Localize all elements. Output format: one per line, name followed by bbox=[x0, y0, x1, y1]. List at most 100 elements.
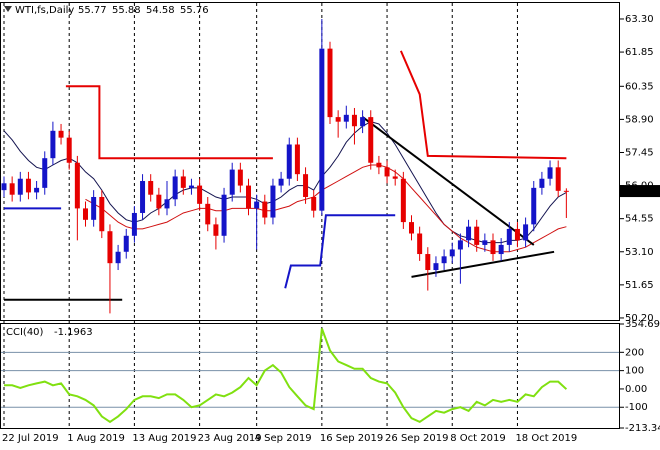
candle-body bbox=[74, 162, 80, 209]
level-line bbox=[284, 214, 396, 289]
candle-body bbox=[107, 231, 113, 264]
candle-body bbox=[433, 263, 439, 271]
ohlc-open: 55.77 bbox=[78, 5, 107, 16]
candle-body bbox=[368, 117, 374, 163]
candle-body bbox=[9, 183, 15, 195]
candle-body bbox=[140, 181, 146, 213]
candle-body bbox=[213, 224, 219, 236]
candle-body bbox=[514, 228, 520, 241]
candle-body bbox=[1, 183, 7, 191]
candle-body bbox=[50, 130, 56, 159]
candle-body bbox=[563, 190, 569, 192]
main-panel-frame bbox=[0, 2, 620, 321]
candle-body bbox=[360, 117, 366, 127]
ohlc-high: 55.88 bbox=[112, 5, 141, 16]
candle-body bbox=[523, 224, 529, 241]
candle-body bbox=[351, 114, 357, 127]
candle-body bbox=[319, 48, 325, 211]
x-tick-label: 13 Aug 2019 bbox=[132, 433, 196, 444]
candle-body bbox=[42, 158, 48, 188]
candle-body bbox=[197, 185, 203, 204]
candle-body bbox=[392, 176, 398, 179]
candle-body bbox=[254, 201, 260, 209]
candle-body bbox=[221, 194, 227, 236]
candle-body bbox=[457, 240, 463, 250]
candle-body bbox=[278, 178, 284, 186]
candle-body bbox=[294, 144, 300, 175]
price-marker bbox=[620, 185, 660, 198]
candle-body bbox=[466, 226, 472, 241]
candle-body bbox=[384, 167, 390, 177]
price-marker-label: 55.76 bbox=[624, 186, 653, 197]
candle-body bbox=[262, 201, 268, 218]
cci-panel-frame bbox=[0, 323, 620, 429]
y-tick-label: 61.85 bbox=[625, 47, 654, 58]
x-tick-label: 8 Oct 2019 bbox=[450, 433, 505, 444]
cci-line bbox=[4, 328, 568, 424]
level-line bbox=[65, 85, 273, 160]
candle-body bbox=[376, 162, 382, 168]
candle-body bbox=[425, 254, 431, 271]
y-tick-label: 354.6973 bbox=[625, 319, 660, 330]
level-line bbox=[411, 250, 555, 278]
candle-body bbox=[311, 196, 317, 211]
candle-body bbox=[335, 117, 341, 122]
y-tick-label: 53.10 bbox=[625, 247, 654, 258]
candle-body bbox=[205, 203, 211, 225]
y-tick-label: 57.45 bbox=[625, 147, 654, 158]
candle-body bbox=[400, 178, 406, 223]
candle-body bbox=[409, 222, 414, 234]
candle-body bbox=[270, 185, 276, 218]
y-tick-label: 63.30 bbox=[625, 14, 654, 25]
candle-body bbox=[449, 249, 455, 257]
candle-body bbox=[229, 169, 235, 195]
candle-body bbox=[417, 233, 423, 255]
candle-body bbox=[91, 196, 97, 220]
level-line bbox=[399, 50, 567, 160]
candle-body bbox=[83, 208, 88, 220]
y-tick-label: 0.00 bbox=[625, 384, 647, 395]
candle-body bbox=[246, 185, 251, 209]
ohlc-close: 55.76 bbox=[180, 5, 209, 16]
candle-body bbox=[99, 196, 105, 232]
x-tick-label: 18 Oct 2019 bbox=[515, 433, 577, 444]
candle-body bbox=[237, 169, 243, 186]
candle-body bbox=[506, 228, 512, 245]
moving-average bbox=[3, 121, 567, 244]
candle-body bbox=[172, 176, 178, 200]
x-tick-label: 1 Aug 2019 bbox=[67, 433, 125, 444]
candle-body bbox=[441, 256, 447, 264]
candle-body bbox=[327, 48, 333, 118]
moving-average bbox=[85, 164, 567, 253]
candle-body bbox=[17, 178, 23, 195]
y-tick-label: 51.65 bbox=[625, 280, 654, 291]
candle-body bbox=[180, 176, 186, 188]
candle-body bbox=[555, 167, 561, 191]
y-tick-label: 100 bbox=[625, 366, 644, 377]
candle-body bbox=[115, 251, 121, 264]
cci-title: CCI(40) bbox=[6, 327, 44, 338]
candle-body bbox=[164, 199, 170, 209]
y-tick-label: -100 bbox=[625, 402, 648, 413]
candle-body bbox=[343, 114, 349, 122]
candle-body bbox=[286, 144, 292, 179]
y-tick-label: 58.90 bbox=[625, 114, 654, 125]
y-tick-label: 50.20 bbox=[625, 313, 654, 324]
candle-body bbox=[131, 212, 137, 236]
x-tick-label: 16 Sep 2019 bbox=[320, 433, 383, 444]
x-tick-label: 22 Jul 2019 bbox=[2, 433, 59, 444]
ohlc-low: 54.58 bbox=[146, 5, 175, 16]
candle-body bbox=[531, 187, 537, 225]
candle-body bbox=[303, 174, 309, 197]
candle-body bbox=[547, 167, 553, 179]
candle-body bbox=[482, 240, 488, 245]
y-tick-label: 60.35 bbox=[625, 81, 654, 92]
candle-body bbox=[148, 181, 154, 195]
candle-body bbox=[25, 178, 31, 193]
candle-body bbox=[539, 178, 545, 188]
candle-body bbox=[474, 226, 480, 245]
candle-body bbox=[66, 137, 72, 163]
candle-body bbox=[498, 244, 504, 255]
chart-title: WTI,fs,Daily bbox=[15, 5, 74, 16]
